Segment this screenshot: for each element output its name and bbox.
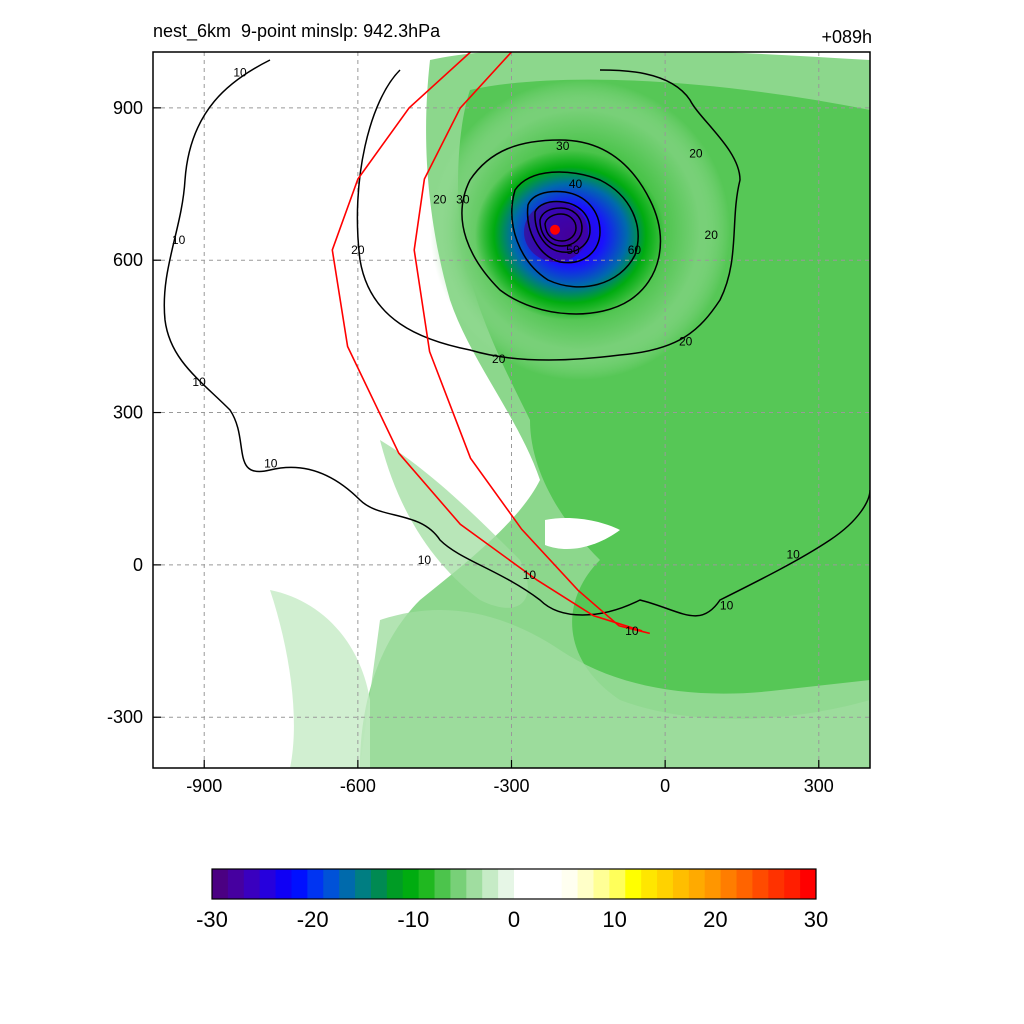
contour-label: 10 xyxy=(418,553,432,567)
wind-contours xyxy=(163,59,870,617)
contour-label: 10 xyxy=(233,65,247,79)
colorbar-swatch xyxy=(720,869,738,899)
contour-label: 10 xyxy=(786,548,800,562)
chart-title: nest_6km 9-point minslp: 942.3hPa xyxy=(153,21,441,41)
colorbar-swatch xyxy=(323,869,340,899)
wind-field-shading xyxy=(270,52,870,768)
colorbar-swatch xyxy=(339,869,356,899)
colorbar-swatch xyxy=(450,869,467,899)
colorbar-swatch xyxy=(259,869,277,899)
y-tick-label: 600 xyxy=(113,250,143,270)
contour-label: 30 xyxy=(556,139,570,153)
colorbar-swatch xyxy=(227,869,245,899)
x-tick-label: -900 xyxy=(186,776,222,796)
contour-label: 60 xyxy=(628,243,642,257)
contour-label: 30 xyxy=(456,192,470,206)
colorbar-swatch xyxy=(370,869,388,899)
colorbar-swatch xyxy=(243,869,261,899)
contour-label: 10 xyxy=(720,599,734,613)
colorbar-tick-label: -20 xyxy=(297,907,329,932)
contour-label: 40 xyxy=(569,177,583,191)
storm-tracks xyxy=(331,52,650,635)
colorbar-swatch xyxy=(704,869,722,899)
colorbar-swatch xyxy=(800,869,817,899)
colorbar-swatch xyxy=(212,869,229,899)
contour-label: 10 xyxy=(192,375,206,389)
contour-label: 10 xyxy=(523,568,537,582)
contour-label: 20 xyxy=(433,192,447,206)
colorbar-swatch xyxy=(561,869,579,899)
colorbar-swatch xyxy=(482,869,499,899)
contour-label: 10 xyxy=(264,456,278,470)
contour-label: 10 xyxy=(172,233,186,247)
colorbar-tick-label: 30 xyxy=(804,907,828,932)
y-tick-label: 900 xyxy=(113,98,143,118)
colorbar-tick-label: 20 xyxy=(703,907,727,932)
colorbar-swatch xyxy=(498,869,515,899)
colorbar-swatch xyxy=(657,869,674,899)
colorbar-swatch xyxy=(307,869,324,899)
colorbar-swatch xyxy=(434,869,451,899)
colorbar-swatch xyxy=(545,869,563,899)
y-axis: 900 600 300 0 -300 xyxy=(107,98,161,727)
colorbar-swatch xyxy=(736,869,753,899)
contour-label: 50 xyxy=(566,243,580,257)
colorbar-swatch xyxy=(688,869,706,899)
colorbar-swatch xyxy=(641,869,658,899)
colorbar-swatch xyxy=(625,869,642,899)
colorbar-swatch xyxy=(768,869,785,899)
colorbar-swatch xyxy=(784,869,801,899)
colorbar-swatch xyxy=(514,869,531,899)
track-line xyxy=(331,52,643,632)
colorbar-swatch xyxy=(466,869,483,899)
colorbar-swatch xyxy=(609,869,626,899)
y-tick-label: 0 xyxy=(133,555,143,575)
colorbar-swatch xyxy=(672,869,690,899)
contour-label: 10 xyxy=(625,624,639,638)
colorbar: -30 -20 -10 0 10 20 30 xyxy=(196,868,828,932)
colorbar-frame xyxy=(211,868,817,900)
x-tick-label: 0 xyxy=(660,776,670,796)
colorbar-swatch xyxy=(752,869,769,899)
track-line xyxy=(413,52,650,635)
x-tick-label: -300 xyxy=(493,776,529,796)
contour-label: 20 xyxy=(705,228,719,242)
contour-label: 20 xyxy=(679,334,693,348)
x-tick-label: 300 xyxy=(804,776,834,796)
forecast-hour-label: +089h xyxy=(821,27,872,47)
colorbar-tick-label: -30 xyxy=(196,907,228,932)
colorbar-swatch xyxy=(275,869,292,899)
colorbar-swatch xyxy=(402,869,420,899)
contour-label: 20 xyxy=(492,352,506,366)
colorbar-swatch xyxy=(418,869,436,899)
y-tick-label: -300 xyxy=(107,707,143,727)
colorbar-tick-label: 0 xyxy=(508,907,520,932)
colorbar-swatch xyxy=(593,869,610,899)
contour-label: 20 xyxy=(689,147,703,161)
contour-labels: 10 10 10 10 10 10 10 10 10 20 20 20 20 20 20 30 30 40 50 60 xyxy=(172,65,800,638)
colorbar-swatch xyxy=(386,869,404,899)
colorbar-swatch xyxy=(577,869,594,899)
colorbar-swatch xyxy=(529,869,547,899)
contour-label: 20 xyxy=(351,243,365,257)
colorbar-swatch xyxy=(355,869,372,899)
y-tick-label: 300 xyxy=(113,403,143,423)
x-tick-label: -600 xyxy=(340,776,376,796)
colorbar-tick-label: 10 xyxy=(602,907,626,932)
storm-center-marker xyxy=(550,224,561,235)
colorbar-swatch xyxy=(291,869,308,899)
x-axis: -900 -600 -300 0 300 xyxy=(186,760,834,796)
colorbar-tick-label: -10 xyxy=(397,907,429,932)
